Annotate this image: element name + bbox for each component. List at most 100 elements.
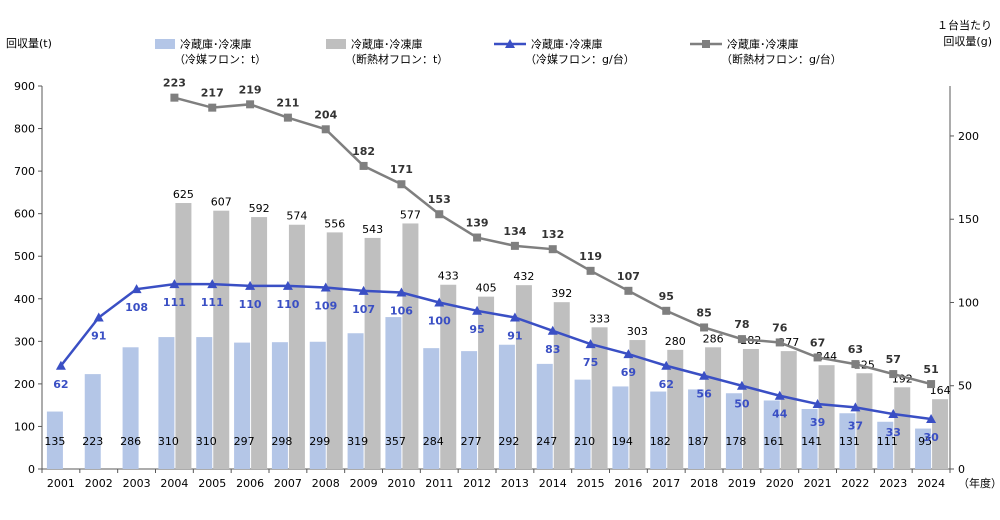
line-label-refrigerant-g: 91 bbox=[507, 329, 522, 342]
bar-label-insulation-t: 625 bbox=[173, 188, 194, 201]
insulation-g-point bbox=[510, 241, 519, 250]
insulation-g-point bbox=[586, 266, 595, 275]
line-label-refrigerant-g: 106 bbox=[390, 304, 413, 317]
bar-label-refrigerant-t: 310 bbox=[158, 435, 179, 448]
x-tick-label: 2020 bbox=[766, 477, 794, 490]
bar-refrigerant-t bbox=[46, 411, 63, 469]
x-tick-label: 2017 bbox=[652, 477, 680, 490]
bar-label-insulation-t: 286 bbox=[703, 332, 724, 345]
line-label-insulation-g: 67 bbox=[810, 336, 825, 349]
insulation-g-point bbox=[170, 93, 179, 102]
legend-marker-refrigerant-g bbox=[505, 39, 515, 48]
bar-label-insulation-t: 433 bbox=[438, 270, 459, 283]
bar-refrigerant-t bbox=[347, 333, 364, 469]
refrigerant-g-point bbox=[131, 284, 142, 294]
refrigerant-g-point bbox=[850, 402, 861, 412]
bar-label-refrigerant-t: 297 bbox=[234, 435, 255, 448]
y-left-tick-label: 500 bbox=[14, 250, 35, 263]
line-label-refrigerant-g: 110 bbox=[239, 298, 262, 311]
line-label-insulation-g: 85 bbox=[696, 306, 711, 319]
legend-label-insulation-t-1: 冷蔵庫･冷凍庫 bbox=[351, 37, 423, 51]
bar-refrigerant-t bbox=[196, 337, 213, 469]
bar-label-insulation-t: 405 bbox=[476, 282, 497, 295]
bar-label-refrigerant-t: 319 bbox=[347, 435, 368, 448]
line-label-insulation-g: 153 bbox=[428, 193, 451, 206]
line-label-insulation-g: 211 bbox=[276, 97, 299, 110]
insulation-g-point bbox=[208, 103, 217, 112]
x-tick-label: 2018 bbox=[690, 477, 718, 490]
insulation-g-point bbox=[813, 353, 822, 362]
x-tick-label: 2011 bbox=[425, 477, 453, 490]
bar-insulation-t bbox=[856, 373, 873, 469]
refrigerant-g-point bbox=[434, 297, 445, 307]
refrigerant-g-point bbox=[661, 360, 672, 370]
bar-label-insulation-t: 432 bbox=[513, 270, 534, 283]
x-tick-label: 2002 bbox=[85, 477, 113, 490]
bar-insulation-t bbox=[288, 224, 305, 469]
line-label-refrigerant-g: 91 bbox=[91, 329, 106, 342]
line-label-refrigerant-g: 62 bbox=[53, 378, 68, 391]
line-label-insulation-g: 95 bbox=[659, 290, 674, 303]
refrigerant-g-point bbox=[55, 360, 66, 370]
insulation-g-point bbox=[246, 100, 255, 109]
refrigerant-g-point bbox=[623, 349, 634, 359]
bar-label-refrigerant-t: 292 bbox=[498, 435, 519, 448]
x-tick-label: 2016 bbox=[614, 477, 642, 490]
legend-label-refrigerant-g-2: （冷媒フロン：g/台） bbox=[525, 52, 635, 66]
line-label-refrigerant-g: 111 bbox=[163, 296, 186, 309]
y-right-tick-label: 50 bbox=[958, 380, 972, 393]
bar-label-refrigerant-t: 299 bbox=[309, 435, 330, 448]
legend: 冷蔵庫･冷凍庫 （冷媒フロン：t） 冷蔵庫･冷凍庫 （断熱材フロン：t） 冷蔵庫… bbox=[155, 37, 842, 66]
line-label-refrigerant-g: 75 bbox=[583, 356, 598, 369]
insulation-g-point bbox=[775, 338, 784, 347]
y-left-tick-label: 200 bbox=[14, 378, 35, 391]
plot-area: 0 100 200 300 400 500 600 700 800 900 0 50 100 150 200… bbox=[14, 77, 979, 490]
bar-label-insulation-t: 577 bbox=[400, 208, 421, 221]
bar-insulation-t bbox=[213, 210, 230, 469]
refrigerant-g-line bbox=[59, 282, 932, 421]
bar-refrigerant-t bbox=[461, 351, 478, 469]
legend-label-insulation-g-1: 冷蔵庫･冷凍庫 bbox=[727, 37, 799, 51]
refrigerant-g-point bbox=[245, 280, 256, 290]
refrigerant-g-point bbox=[396, 287, 407, 297]
y-left-tick-label: 600 bbox=[14, 208, 35, 221]
bar-label-refrigerant-t: 210 bbox=[574, 435, 595, 448]
bar-label-insulation-t: 303 bbox=[627, 325, 648, 338]
line-label-insulation-g: 78 bbox=[734, 318, 749, 331]
bar-label-refrigerant-t: 194 bbox=[612, 435, 633, 448]
bar-refrigerant-t bbox=[877, 421, 894, 469]
line-label-refrigerant-g: 107 bbox=[352, 303, 375, 316]
bar-refrigerant-t bbox=[234, 342, 251, 469]
insulation-g-point bbox=[851, 360, 860, 369]
y-right-axis-title-line2: 回収量(g) bbox=[943, 35, 992, 48]
bar-label-refrigerant-t: 277 bbox=[461, 435, 482, 448]
bar-insulation-t bbox=[742, 348, 759, 469]
bar-refrigerant-t bbox=[423, 348, 440, 469]
bar-label-refrigerant-t: 286 bbox=[120, 435, 141, 448]
bar-insulation-t bbox=[364, 237, 381, 469]
x-tick-label: 2009 bbox=[350, 477, 378, 490]
y-left-tick-label: 900 bbox=[14, 80, 35, 93]
refrigerant-g-point bbox=[282, 280, 293, 290]
bar-label-refrigerant-t: 131 bbox=[839, 435, 860, 448]
line-label-refrigerant-g: 50 bbox=[734, 398, 750, 411]
bar-refrigerant-t bbox=[763, 400, 780, 469]
line-label-insulation-g: 134 bbox=[503, 225, 526, 238]
y-right-tick-label: 150 bbox=[958, 213, 979, 226]
refrigerant-g-point bbox=[888, 409, 899, 419]
bar-insulation-t bbox=[894, 387, 911, 469]
y-left-tick-label: 100 bbox=[14, 420, 35, 433]
line-label-refrigerant-g: 56 bbox=[696, 388, 712, 401]
insulation-g-point bbox=[548, 245, 557, 254]
bar-refrigerant-t bbox=[122, 347, 139, 469]
bar-insulation-t bbox=[251, 217, 268, 469]
insulation-g-point bbox=[283, 113, 292, 122]
bar-refrigerant-t bbox=[839, 413, 856, 469]
bar-label-refrigerant-t: 298 bbox=[271, 435, 292, 448]
bar-refrigerant-t bbox=[84, 374, 101, 469]
x-tick-label: 2008 bbox=[312, 477, 340, 490]
line-label-refrigerant-g: 108 bbox=[125, 301, 148, 314]
bar-insulation-t bbox=[629, 340, 646, 469]
x-tick-label: 2024 bbox=[917, 477, 945, 490]
